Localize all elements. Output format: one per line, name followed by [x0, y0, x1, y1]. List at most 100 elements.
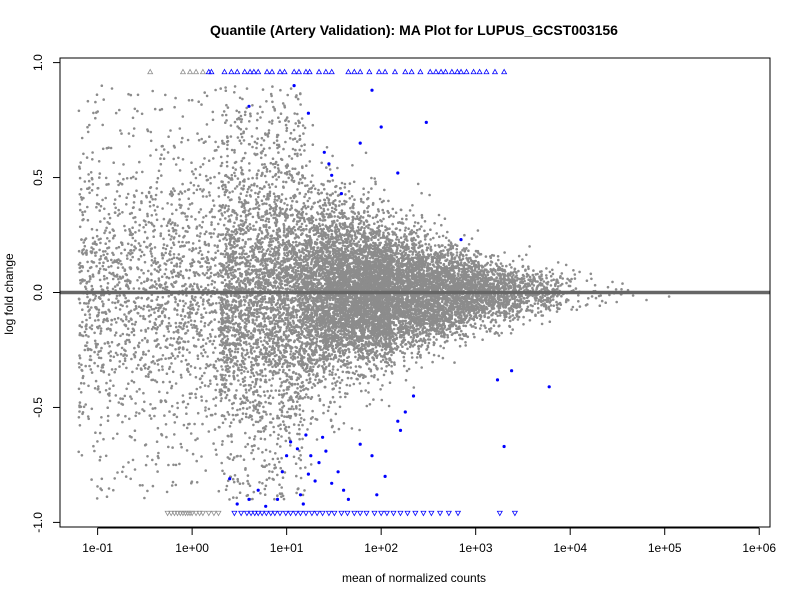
point-nonsignificant	[330, 243, 334, 247]
point-nonsignificant	[277, 175, 281, 179]
point-nonsignificant	[300, 446, 304, 449]
point-nonsignificant	[117, 401, 121, 404]
point-nonsignificant	[223, 284, 227, 288]
point-nonsignificant	[578, 305, 582, 308]
point-nonsignificant	[93, 449, 96, 453]
point-nonsignificant	[270, 337, 273, 340]
point-nonsignificant	[131, 116, 135, 120]
point-nonsignificant	[513, 300, 517, 303]
point-nonsignificant	[392, 327, 396, 331]
point-nonsignificant	[243, 376, 247, 379]
point-nonsignificant	[192, 336, 195, 340]
point-nonsignificant	[196, 272, 200, 276]
point-nonsignificant	[109, 354, 112, 358]
point-nonsignificant	[528, 309, 532, 312]
point-nonsignificant	[606, 285, 610, 289]
point-nonsignificant	[285, 337, 288, 341]
point-nonsignificant	[244, 328, 248, 331]
point-nonsignificant	[307, 328, 311, 331]
point-nonsignificant	[322, 207, 326, 211]
point-nonsignificant	[293, 363, 296, 367]
point-nonsignificant	[388, 381, 392, 385]
point-nonsignificant	[379, 388, 382, 391]
point-nonsignificant	[170, 261, 173, 265]
point-nonsignificant	[149, 186, 153, 189]
point-nonsignificant	[123, 224, 126, 228]
point-nonsignificant	[485, 330, 489, 333]
point-nonsignificant	[170, 203, 173, 206]
point-nonsignificant	[477, 267, 481, 271]
point-nonsignificant	[284, 219, 287, 222]
point-nonsignificant	[187, 320, 190, 324]
point-nonsignificant	[241, 238, 245, 242]
point-nonsignificant	[268, 186, 272, 189]
point-nonsignificant	[155, 298, 159, 301]
point-nonsignificant	[423, 341, 427, 345]
point-nonsignificant	[296, 432, 299, 436]
point-nonsignificant	[532, 269, 535, 272]
point-nonsignificant	[206, 257, 209, 260]
point-nonsignificant	[236, 136, 240, 139]
point-nonsignificant	[296, 188, 299, 191]
point-nonsignificant	[234, 347, 237, 351]
point-nonsignificant	[81, 308, 84, 312]
point-nonsignificant	[255, 371, 258, 374]
point-nonsignificant	[339, 365, 343, 368]
point-nonsignificant	[340, 333, 344, 336]
point-nonsignificant	[152, 235, 155, 238]
point-nonsignificant	[505, 264, 508, 268]
point-nonsignificant	[225, 393, 229, 397]
point-nonsignificant	[195, 459, 198, 463]
point-nonsignificant	[277, 433, 280, 437]
point-nonsignificant	[94, 100, 97, 104]
point-nonsignificant	[166, 202, 169, 205]
point-nonsignificant	[106, 406, 109, 410]
point-nonsignificant	[297, 331, 301, 334]
point-nonsignificant	[240, 354, 244, 357]
point-nonsignificant	[259, 348, 263, 352]
point-nonsignificant	[261, 88, 265, 91]
point-nonsignificant	[297, 309, 301, 313]
point-nonsignificant	[282, 180, 285, 184]
point-nonsignificant	[243, 303, 246, 307]
point-nonsignificant	[484, 255, 488, 258]
point-nonsignificant	[301, 409, 305, 413]
point-nonsignificant	[315, 337, 319, 341]
point-nonsignificant	[257, 195, 260, 199]
point-nonsignificant	[230, 303, 233, 307]
point-nonsignificant	[190, 202, 194, 205]
point-nonsignificant	[333, 328, 337, 332]
point-nonsignificant	[149, 403, 152, 406]
point-nonsignificant	[214, 412, 217, 416]
point-nonsignificant	[443, 335, 446, 339]
point-nonsignificant	[91, 236, 95, 240]
point-nonsignificant	[233, 171, 236, 175]
point-nonsignificant	[84, 237, 88, 240]
point-nonsignificant	[297, 210, 301, 214]
point-nonsignificant	[160, 224, 163, 228]
point-nonsignificant	[281, 396, 284, 399]
point-nonsignificant	[251, 145, 254, 149]
point-nonsignificant	[173, 189, 176, 193]
point-nonsignificant	[247, 185, 251, 189]
point-nonsignificant	[218, 301, 221, 305]
point-nonsignificant	[238, 482, 242, 486]
point-nonsignificant	[295, 223, 299, 226]
point-nonsignificant	[178, 127, 182, 130]
point-nonsignificant	[303, 352, 306, 355]
point-nonsignificant	[225, 119, 228, 122]
point-nonsignificant	[423, 220, 427, 223]
point-nonsignificant	[399, 349, 402, 353]
point-nonsignificant	[248, 169, 251, 172]
point-nonsignificant	[529, 304, 533, 307]
point-nonsignificant	[371, 203, 375, 206]
point-nonsignificant	[291, 147, 295, 151]
point-nonsignificant	[464, 341, 467, 344]
point-nonsignificant	[492, 324, 496, 328]
point-nonsignificant	[548, 320, 552, 324]
point-nonsignificant	[176, 271, 180, 275]
point-nonsignificant	[378, 197, 382, 201]
point-nonsignificant	[254, 399, 257, 402]
point-nonsignificant	[130, 379, 134, 383]
point-nonsignificant	[153, 339, 157, 343]
